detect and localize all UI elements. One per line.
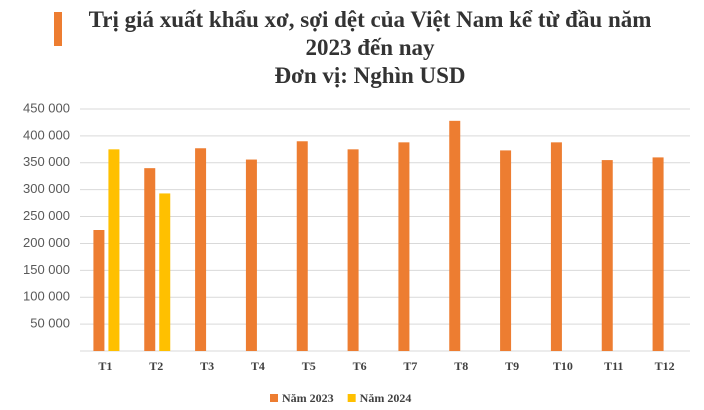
y-tick-label: 400 000: [23, 127, 70, 142]
chart-subtitle: Đơn vị: Nghìn USD: [274, 63, 466, 88]
y-tick-label: 450 000: [23, 100, 70, 115]
x-tick-label: T3: [200, 359, 214, 373]
bar: [398, 142, 410, 351]
x-tick-label: T8: [454, 359, 468, 373]
bar: [195, 148, 207, 351]
y-tick-label: 350 000: [23, 154, 70, 169]
y-tick-label: 150 000: [23, 262, 70, 277]
bar: [93, 230, 105, 351]
chart-title: Trị giá xuất khẩu xơ, sợi dệt của Việt N…: [88, 7, 652, 60]
bar: [245, 159, 257, 351]
bar: [550, 142, 562, 351]
x-tick-label: T2: [149, 359, 163, 373]
legend-swatch: [347, 394, 356, 402]
bar: [500, 150, 512, 351]
legend-swatch: [270, 394, 278, 402]
legend-label: Năm 2023: [282, 391, 334, 405]
x-tick-label: T1: [98, 359, 112, 373]
legend-label: Năm 2024: [360, 391, 412, 405]
bar: [347, 149, 359, 351]
x-tick-label: T7: [403, 359, 417, 373]
x-tick-label: T11: [604, 359, 623, 373]
x-tick-label: T9: [505, 359, 519, 373]
x-tick-label: T10: [553, 359, 573, 373]
bar: [296, 141, 308, 351]
title-block: Trị giá xuất khẩu xơ, sợi dệt của Việt N…: [70, 6, 670, 90]
x-tick-label: T12: [655, 359, 675, 373]
y-tick-label: 200 000: [23, 235, 70, 250]
y-tick-label: 300 000: [23, 181, 70, 196]
x-tick-label: T5: [302, 359, 316, 373]
bar: [159, 193, 171, 351]
y-tick-label: 100 000: [23, 289, 70, 304]
y-tick-label: 50 000: [30, 316, 70, 331]
y-tick-label: 250 000: [23, 208, 70, 223]
bar: [652, 157, 664, 351]
bar: [449, 120, 461, 351]
bar: [144, 168, 156, 351]
x-tick-label: T4: [251, 359, 265, 373]
bar: [108, 149, 120, 351]
x-tick-label: T6: [353, 359, 367, 373]
title-accent: [54, 12, 62, 46]
bar: [601, 160, 613, 351]
